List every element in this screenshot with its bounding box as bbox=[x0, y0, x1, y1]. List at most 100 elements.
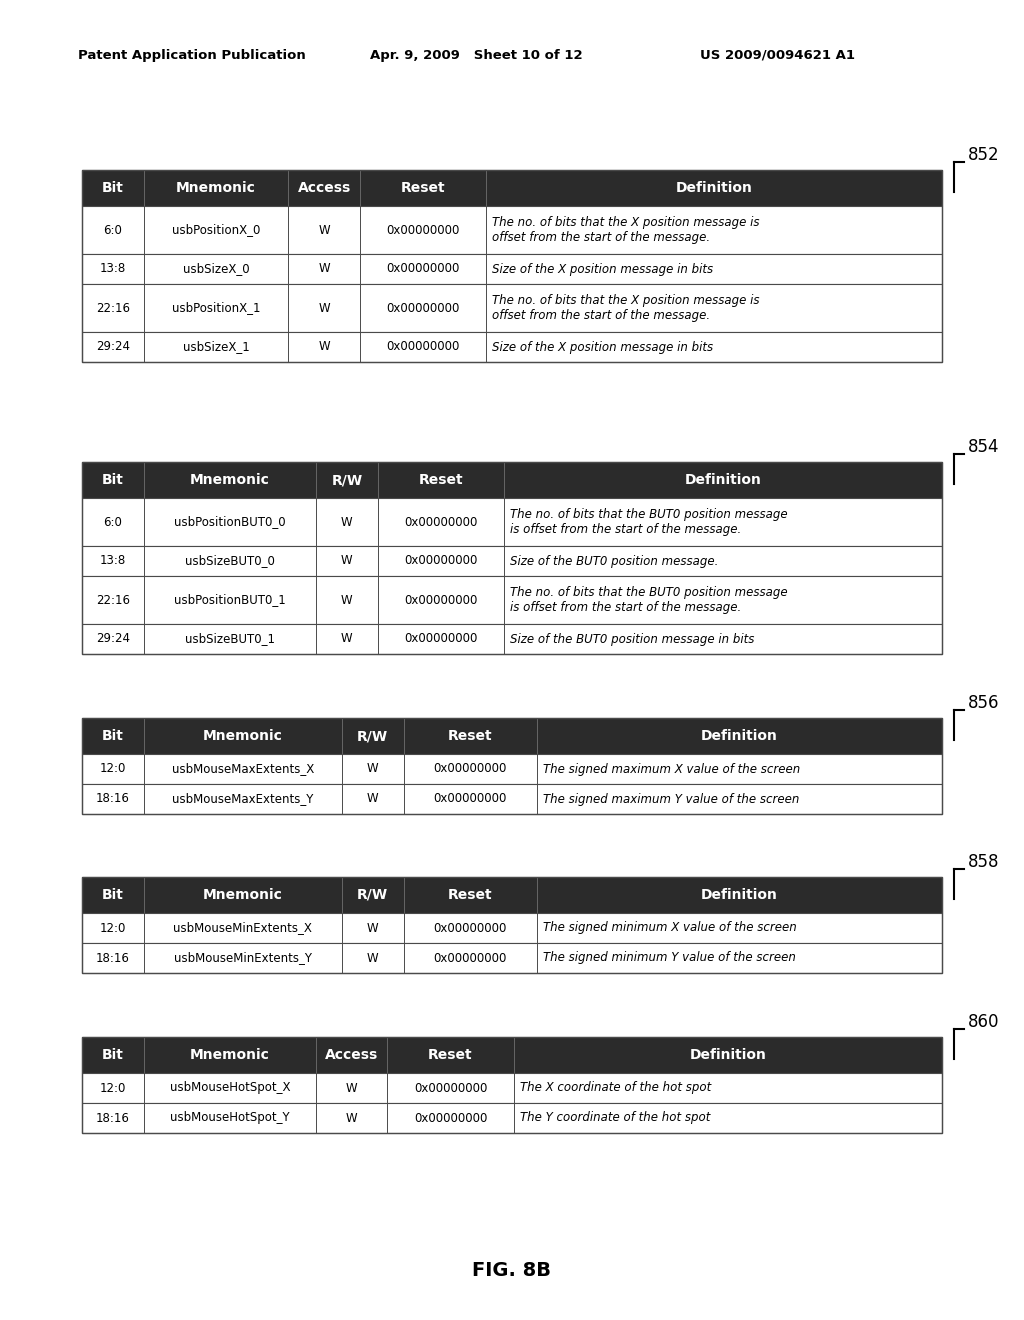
Text: 0x00000000: 0x00000000 bbox=[433, 763, 507, 776]
Text: usbSizeX_0: usbSizeX_0 bbox=[183, 263, 250, 276]
Text: 6:0: 6:0 bbox=[103, 516, 123, 528]
Text: usbMouseMinExtents_X: usbMouseMinExtents_X bbox=[173, 921, 312, 935]
Text: usbPositionBUT0_1: usbPositionBUT0_1 bbox=[174, 594, 286, 606]
Text: W: W bbox=[341, 516, 352, 528]
Bar bbox=[82, 253, 942, 284]
Text: The signed minimum Y value of the screen: The signed minimum Y value of the screen bbox=[543, 952, 796, 965]
Text: 29:24: 29:24 bbox=[96, 341, 130, 354]
Text: usbMouseHotSpot_Y: usbMouseHotSpot_Y bbox=[170, 1111, 290, 1125]
Text: usbMouseMaxExtents_X: usbMouseMaxExtents_X bbox=[172, 763, 314, 776]
Text: The no. of bits that the X position message is
offset from the start of the mess: The no. of bits that the X position mess… bbox=[493, 294, 760, 322]
Text: Reset: Reset bbox=[447, 888, 493, 902]
Text: Access: Access bbox=[325, 1048, 378, 1063]
Text: R/W: R/W bbox=[357, 729, 388, 743]
Bar bbox=[82, 624, 942, 653]
Text: 12:0: 12:0 bbox=[99, 763, 126, 776]
Bar bbox=[82, 784, 942, 814]
Bar bbox=[82, 462, 942, 498]
Text: 0x00000000: 0x00000000 bbox=[386, 341, 460, 354]
Text: Bit: Bit bbox=[102, 181, 124, 195]
Text: W: W bbox=[318, 263, 330, 276]
Bar bbox=[82, 1073, 942, 1104]
Text: 0x00000000: 0x00000000 bbox=[414, 1111, 487, 1125]
Text: Patent Application Publication: Patent Application Publication bbox=[78, 49, 306, 62]
Text: Mnemonic: Mnemonic bbox=[203, 888, 283, 902]
Text: Reset: Reset bbox=[400, 181, 445, 195]
Text: W: W bbox=[318, 223, 330, 236]
Text: The Y coordinate of the hot spot: The Y coordinate of the hot spot bbox=[520, 1111, 710, 1125]
Bar bbox=[82, 498, 942, 546]
Text: Mnemonic: Mnemonic bbox=[190, 1048, 270, 1063]
Text: The signed maximum Y value of the screen: The signed maximum Y value of the screen bbox=[543, 792, 800, 805]
Text: Reset: Reset bbox=[419, 473, 464, 487]
Text: R/W: R/W bbox=[332, 473, 362, 487]
Text: Access: Access bbox=[297, 181, 350, 195]
Text: usbPositionX_1: usbPositionX_1 bbox=[172, 301, 260, 314]
Text: W: W bbox=[341, 554, 352, 568]
Text: The signed maximum X value of the screen: The signed maximum X value of the screen bbox=[543, 763, 800, 776]
Bar bbox=[82, 170, 942, 362]
Text: Reset: Reset bbox=[447, 729, 493, 743]
Text: 0x00000000: 0x00000000 bbox=[386, 223, 460, 236]
Text: 0x00000000: 0x00000000 bbox=[404, 632, 478, 645]
Text: The X coordinate of the hot spot: The X coordinate of the hot spot bbox=[520, 1081, 711, 1094]
Bar bbox=[82, 546, 942, 576]
Text: Apr. 9, 2009   Sheet 10 of 12: Apr. 9, 2009 Sheet 10 of 12 bbox=[370, 49, 583, 62]
Text: usbPositionX_0: usbPositionX_0 bbox=[172, 223, 260, 236]
Text: 18:16: 18:16 bbox=[96, 952, 130, 965]
Text: Bit: Bit bbox=[102, 888, 124, 902]
Text: W: W bbox=[346, 1111, 357, 1125]
Text: 0x00000000: 0x00000000 bbox=[404, 594, 478, 606]
Text: The no. of bits that the X position message is
offset from the start of the mess: The no. of bits that the X position mess… bbox=[493, 216, 760, 244]
Bar bbox=[82, 876, 942, 913]
Text: 6:0: 6:0 bbox=[103, 223, 123, 236]
Text: R/W: R/W bbox=[357, 888, 388, 902]
Text: usbMouseHotSpot_X: usbMouseHotSpot_X bbox=[170, 1081, 290, 1094]
Text: Bit: Bit bbox=[102, 729, 124, 743]
Text: Mnemonic: Mnemonic bbox=[203, 729, 283, 743]
Text: 860: 860 bbox=[968, 1012, 999, 1031]
Text: usbPositionBUT0_0: usbPositionBUT0_0 bbox=[174, 516, 286, 528]
Bar bbox=[82, 942, 942, 973]
Text: Definition: Definition bbox=[676, 181, 753, 195]
Text: W: W bbox=[367, 921, 379, 935]
Text: 0x00000000: 0x00000000 bbox=[433, 952, 507, 965]
Bar bbox=[82, 1038, 942, 1133]
Bar bbox=[82, 284, 942, 333]
Text: 18:16: 18:16 bbox=[96, 1111, 130, 1125]
Text: 852: 852 bbox=[968, 147, 999, 164]
Text: 12:0: 12:0 bbox=[99, 1081, 126, 1094]
Text: Definition: Definition bbox=[701, 888, 778, 902]
Text: W: W bbox=[341, 632, 352, 645]
Bar bbox=[82, 1038, 942, 1073]
Text: Size of the X position message in bits: Size of the X position message in bits bbox=[493, 341, 714, 354]
Text: The signed minimum X value of the screen: The signed minimum X value of the screen bbox=[543, 921, 797, 935]
Bar bbox=[82, 1104, 942, 1133]
Text: 13:8: 13:8 bbox=[99, 263, 126, 276]
Bar bbox=[82, 462, 942, 653]
Bar bbox=[82, 170, 942, 206]
Text: 854: 854 bbox=[968, 438, 999, 455]
Bar bbox=[82, 333, 942, 362]
Bar bbox=[82, 876, 942, 973]
Text: Definition: Definition bbox=[685, 473, 762, 487]
Bar bbox=[82, 718, 942, 814]
Text: W: W bbox=[341, 594, 352, 606]
Bar bbox=[82, 913, 942, 942]
Text: usbSizeBUT0_1: usbSizeBUT0_1 bbox=[185, 632, 274, 645]
Text: 0x00000000: 0x00000000 bbox=[386, 263, 460, 276]
Text: 0x00000000: 0x00000000 bbox=[404, 554, 478, 568]
Text: 12:0: 12:0 bbox=[99, 921, 126, 935]
Text: Size of the BUT0 position message.: Size of the BUT0 position message. bbox=[510, 554, 719, 568]
Text: W: W bbox=[318, 341, 330, 354]
Text: W: W bbox=[367, 952, 379, 965]
Bar bbox=[82, 576, 942, 624]
Text: FIG. 8B: FIG. 8B bbox=[472, 1261, 552, 1279]
Text: W: W bbox=[367, 792, 379, 805]
Text: W: W bbox=[367, 763, 379, 776]
Text: usbMouseMinExtents_Y: usbMouseMinExtents_Y bbox=[174, 952, 312, 965]
Text: The no. of bits that the BUT0 position message
is offset from the start of the m: The no. of bits that the BUT0 position m… bbox=[510, 508, 787, 536]
Text: usbSizeX_1: usbSizeX_1 bbox=[183, 341, 250, 354]
Text: Mnemonic: Mnemonic bbox=[176, 181, 256, 195]
Text: 13:8: 13:8 bbox=[99, 554, 126, 568]
